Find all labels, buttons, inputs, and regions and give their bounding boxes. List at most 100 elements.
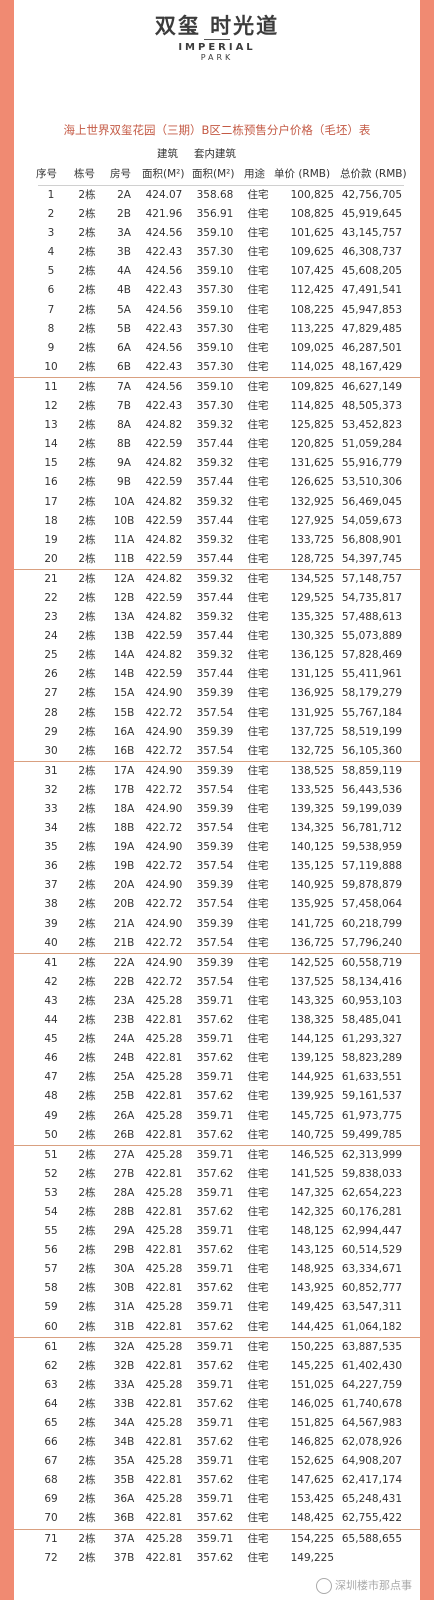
row-building: 2栋	[78, 227, 96, 240]
row-build-area: 425.28	[145, 1225, 183, 1238]
header-inner-top: 套内建筑	[194, 148, 236, 160]
row-unit-price: 138,525	[290, 764, 334, 777]
row-build-area: 422.81	[145, 1128, 183, 1141]
row-total-price: 55,767,184	[341, 706, 402, 719]
table-row: 34 2栋 18B 422.72 357.54 住宅 134,325 56,781,712	[14, 819, 420, 838]
row-no: 68	[44, 1474, 58, 1487]
row-build-area: 424.90	[145, 841, 183, 854]
row-unit-price: 114,025	[290, 360, 334, 373]
row-inner-area: 357.30	[196, 322, 234, 335]
row-build-area: 424.90	[145, 803, 183, 815]
row-no: 71	[44, 1532, 58, 1545]
row-inner-area: 359.39	[196, 803, 234, 815]
row-inner-area: 359.32	[196, 495, 234, 508]
row-inner-area: 359.71	[196, 1455, 234, 1468]
row-inner-area: 359.39	[196, 917, 234, 930]
row-room: 14A	[113, 649, 135, 662]
table-row: 64 2栋 33B 422.81 357.62 住宅 146,025 61,740,678	[14, 1395, 420, 1414]
row-build-area: 424.82	[145, 649, 183, 662]
row-usage: 住宅	[247, 1532, 269, 1545]
row-inner-area: 359.71	[196, 1071, 234, 1084]
row-inner-area: 359.71	[196, 1225, 234, 1238]
row-total-price: 56,808,901	[341, 533, 402, 546]
table-row: 61 2栋 32A 425.28 359.71 住宅 150,225 63,887,535	[14, 1338, 420, 1357]
row-no: 23	[44, 611, 58, 624]
row-no: 4	[47, 246, 55, 259]
row-inner-area: 359.71	[196, 1340, 234, 1353]
row-building: 2栋	[78, 1551, 96, 1564]
row-usage: 住宅	[247, 572, 269, 585]
row-building: 2栋	[78, 1186, 96, 1199]
row-usage: 住宅	[247, 1033, 269, 1046]
row-room: 9A	[117, 457, 131, 470]
row-build-area: 425.28	[145, 1033, 183, 1046]
row-no: 65	[44, 1417, 58, 1429]
row-total-price: 58,519,199	[341, 725, 402, 738]
row-room: 6A	[117, 341, 131, 354]
row-total-price: 48,167,429	[341, 360, 402, 373]
row-inner-area: 357.54	[196, 783, 234, 796]
row-no: 30	[44, 744, 58, 757]
row-inner-area: 358.68	[196, 189, 234, 201]
row-inner-area: 359.10	[196, 380, 234, 393]
row-building: 2栋	[78, 419, 96, 432]
row-no: 31	[44, 764, 58, 777]
table-row: 12 2栋 7B 422.43 357.30 住宅 114,825 48,505,373	[14, 397, 420, 416]
table-row: 20 2栋 11B 422.59 357.44 住宅 128,725 54,397,745	[14, 550, 420, 570]
row-building: 2栋	[78, 1244, 96, 1257]
row-unit-price: 137,525	[290, 975, 334, 988]
row-no: 14	[44, 438, 58, 451]
row-room: 25A	[113, 1071, 135, 1084]
table-row: 58 2栋 30B 422.81 357.62 住宅 143,925 60,852,777	[14, 1279, 420, 1298]
row-usage: 住宅	[247, 1359, 269, 1372]
row-inner-area: 359.71	[196, 1532, 234, 1545]
row-unit-price: 126,625	[290, 476, 334, 489]
row-unit-price: 101,625	[290, 227, 334, 240]
row-building: 2栋	[78, 265, 96, 278]
row-unit-price: 108,225	[290, 303, 334, 316]
row-room: 16A	[113, 725, 135, 738]
row-total-price: 46,627,149	[341, 380, 402, 393]
row-unit-price: 136,125	[290, 649, 334, 662]
row-inner-area: 357.54	[196, 860, 234, 873]
row-unit-price: 132,725	[290, 744, 334, 757]
row-building: 2栋	[78, 476, 96, 489]
row-building: 2栋	[78, 1320, 96, 1333]
row-usage: 住宅	[247, 476, 269, 489]
table-row: 10 2栋 6B 422.43 357.30 住宅 114,025 48,167,429	[14, 358, 420, 378]
table-row: 52 2栋 27B 422.81 357.62 住宅 141,525 59,838,033	[14, 1165, 420, 1184]
row-no: 19	[44, 533, 58, 546]
table-row: 31 2栋 17A 424.90 359.39 住宅 138,525 58,859,119	[14, 762, 420, 781]
row-room: 32B	[113, 1359, 135, 1372]
row-no: 2	[47, 208, 55, 221]
row-unit-price: 141,725	[290, 917, 334, 930]
row-usage: 住宅	[247, 1512, 269, 1525]
row-no: 34	[44, 822, 58, 835]
row-total-price: 47,829,485	[341, 322, 402, 335]
row-build-area: 424.56	[145, 341, 183, 354]
row-build-area: 422.59	[145, 476, 183, 489]
row-inner-area: 357.62	[196, 1320, 234, 1333]
row-total-price: 60,558,719	[341, 956, 402, 969]
row-inner-area: 359.10	[196, 341, 234, 354]
row-total-price: 61,064,182	[341, 1320, 402, 1333]
row-total-price: 63,887,535	[341, 1340, 402, 1353]
row-build-area: 425.28	[145, 1455, 183, 1468]
row-room: 24A	[113, 1033, 135, 1046]
row-build-area: 424.56	[145, 265, 183, 278]
row-total-price: 58,179,279	[341, 687, 402, 700]
row-room: 33B	[113, 1397, 135, 1410]
row-total-price: 58,859,119	[341, 764, 402, 777]
row-usage: 住宅	[247, 1455, 269, 1468]
row-room: 36B	[113, 1512, 135, 1525]
row-room: 34B	[113, 1436, 135, 1449]
table-row: 36 2栋 19B 422.72 357.54 住宅 135,125 57,119,888	[14, 857, 420, 876]
row-room: 23A	[113, 994, 135, 1007]
row-building: 2栋	[78, 400, 96, 413]
price-table-body: 1 2栋 2A 424.07 358.68 住宅 100,825 42,756,705 2 2栋 2…	[14, 186, 420, 1568]
table-row: 7 2栋 5A 424.56 359.10 住宅 108,225 45,947,853	[14, 301, 420, 320]
row-usage: 住宅	[247, 1052, 269, 1065]
row-room: 13B	[113, 630, 135, 643]
row-room: 5A	[117, 303, 131, 316]
row-usage: 住宅	[247, 1225, 269, 1238]
